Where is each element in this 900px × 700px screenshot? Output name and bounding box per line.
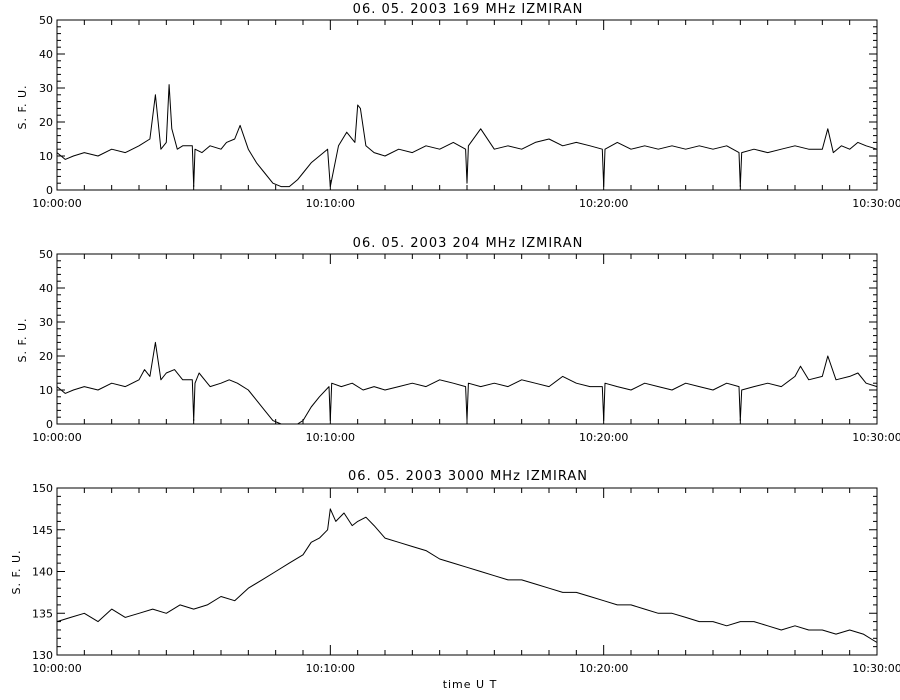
y-axis-label: S. F. U. [16,317,29,362]
y-tick-label: 135 [32,607,53,620]
panel-169mhz: 06. 05. 2003 169 MHz IZMIRAN S. F. U. 01… [16,2,900,210]
y-axis-label: S. F. U. [16,84,29,129]
series-line [56,508,878,643]
chart-title: 06. 05. 2003 3000 MHz IZMIRAN [348,469,588,484]
x-tick-label: 10:30:00 [852,197,900,210]
chart-title: 06. 05. 2003 169 MHz IZMIRAN [353,2,584,17]
y-tick-label: 30 [39,82,53,95]
x-tick-label: 10:10:00 [306,431,355,444]
y-tick-label: 130 [32,649,53,662]
x-tick-label: 10:10:00 [306,197,355,210]
y-tick-label: 20 [39,350,53,363]
y-axis-label: S. F. U. [10,549,23,594]
x-axis-label: time U T [443,678,498,691]
series-line [56,84,878,188]
plot-frame [56,253,878,425]
x-tick-label: 10:00:00 [32,662,81,675]
x-tick-label: 10:00:00 [32,431,81,444]
plot-frame [56,19,878,191]
y-tick-label: 40 [39,48,53,61]
panel-3000mhz: 06. 05. 2003 3000 MHz IZMIRAN S. F. U. t… [10,469,900,691]
y-tick-label: 50 [39,248,53,261]
y-tick-label: 0 [46,418,53,431]
x-tick-label: 10:10:00 [306,662,355,675]
y-tick-label: 50 [39,14,53,27]
x-tick-label: 10:20:00 [579,197,628,210]
x-tick-label: 10:30:00 [852,662,900,675]
chart-title: 06. 05. 2003 204 MHz IZMIRAN [353,236,584,251]
y-tick-label: 150 [32,482,53,495]
series-line [56,341,878,425]
x-tick-label: 10:00:00 [32,197,81,210]
y-tick-label: 10 [39,384,53,397]
y-tick-label: 145 [32,524,53,537]
x-tick-label: 10:30:00 [852,431,900,444]
y-tick-label: 30 [39,316,53,329]
panel-204mhz: 06. 05. 2003 204 MHz IZMIRAN S. F. U. 01… [16,236,900,444]
plot-frame [56,487,878,656]
y-tick-label: 10 [39,150,53,163]
y-tick-label: 20 [39,116,53,129]
y-tick-label: 140 [32,566,53,579]
y-tick-label: 0 [46,184,53,197]
y-tick-label: 40 [39,282,53,295]
x-tick-label: 10:20:00 [579,662,628,675]
x-tick-label: 10:20:00 [579,431,628,444]
